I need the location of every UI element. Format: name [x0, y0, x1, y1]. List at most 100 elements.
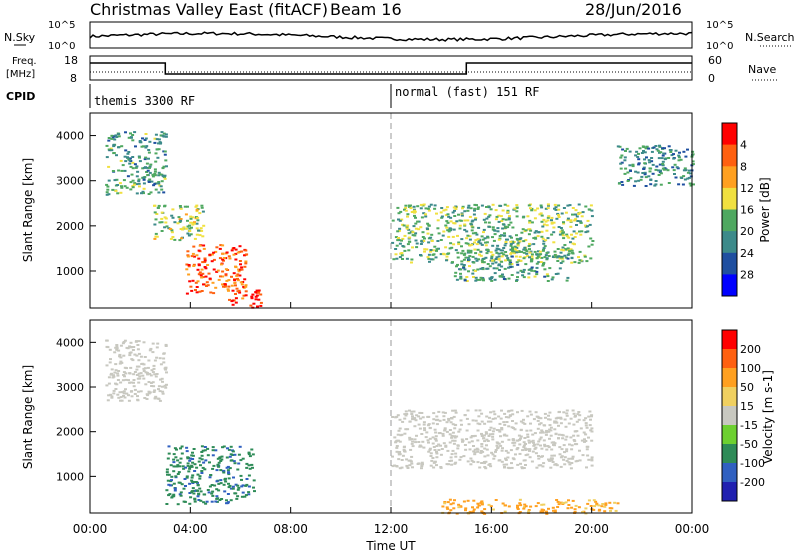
echo-cell	[557, 503, 561, 506]
echo-cell	[450, 417, 453, 419]
echo-cell	[466, 499, 470, 502]
echo-cell	[426, 232, 430, 235]
colorbar-tick: 50	[740, 381, 754, 394]
echo-cell	[196, 489, 199, 492]
echo-cell	[110, 134, 114, 137]
echo-cell	[129, 381, 133, 384]
echo-cell	[573, 430, 577, 433]
echo-cell	[469, 463, 473, 466]
echo-cell	[205, 500, 209, 503]
echo-cell	[136, 170, 140, 173]
echo-cell	[413, 425, 417, 428]
echo-cell	[122, 374, 126, 376]
echo-cell	[173, 487, 177, 490]
echo-cell	[135, 365, 139, 368]
echo-cell	[117, 146, 120, 149]
echo-cell	[563, 451, 566, 454]
echo-cell	[238, 445, 242, 448]
echo-cell	[410, 438, 414, 441]
echo-cell	[414, 441, 418, 444]
echo-cell	[128, 381, 132, 384]
echo-cell	[537, 416, 541, 419]
echo-cell	[434, 431, 438, 434]
echo-cell	[158, 399, 162, 402]
echo-cell	[478, 423, 482, 426]
echo-cell	[114, 189, 118, 192]
echo-cell	[108, 348, 112, 351]
echo-cell	[558, 233, 562, 236]
echo-cell	[682, 169, 686, 172]
echo-cell	[567, 457, 571, 460]
echo-cell	[121, 342, 125, 345]
echo-cell	[523, 503, 527, 506]
echo-cell	[584, 205, 588, 208]
echo-cell	[126, 156, 129, 159]
echo-cell	[414, 232, 418, 235]
colorbar-frame	[721, 122, 738, 297]
echo-cell	[543, 245, 547, 248]
echo-cell	[120, 145, 124, 148]
echo-cell	[236, 251, 240, 254]
echo-cell	[439, 253, 443, 256]
echo-cell	[428, 260, 431, 263]
echo-cell	[470, 223, 474, 226]
echo-cell	[530, 259, 534, 262]
echo-cell	[485, 448, 489, 451]
echo-cell	[498, 269, 501, 271]
echo-cell	[146, 169, 150, 172]
echo-cell	[532, 418, 536, 421]
echo-cell	[398, 427, 402, 430]
echo-cell	[483, 447, 487, 450]
echo-cell	[105, 191, 109, 194]
echo-cell	[482, 231, 485, 234]
echo-cell	[666, 169, 670, 172]
echo-cell	[117, 396, 121, 399]
echo-cell	[515, 261, 519, 264]
echo-cell	[552, 441, 555, 444]
echo-cell	[541, 249, 545, 252]
echo-cell	[405, 465, 409, 468]
echo-cell	[426, 256, 430, 259]
echo-cell	[556, 272, 560, 275]
echo-cell	[397, 429, 401, 432]
echo-cell	[432, 466, 436, 469]
echo-cell	[583, 254, 587, 257]
echo-cell	[227, 473, 231, 476]
echo-cell	[191, 279, 195, 282]
echo-cell	[567, 461, 571, 464]
echo-cell	[427, 257, 431, 260]
echo-cell	[575, 215, 579, 218]
echo-cell	[561, 437, 565, 440]
echo-cell	[222, 259, 225, 262]
echo-cell	[631, 165, 635, 168]
echo-cell	[233, 282, 237, 285]
echo-cell	[203, 449, 207, 452]
echo-cell	[404, 414, 408, 417]
echo-cell	[556, 212, 560, 215]
echo-cell	[234, 265, 237, 268]
echo-cell	[528, 248, 531, 251]
echo-cell	[491, 433, 495, 436]
echo-cell	[179, 447, 182, 450]
echo-cell	[147, 181, 151, 183]
echo-cell	[151, 173, 155, 176]
echo-cell	[576, 459, 579, 462]
echo-cell	[550, 222, 554, 225]
echo-cell	[200, 206, 204, 209]
colorbar-swatch	[722, 330, 737, 350]
echo-cell	[536, 443, 540, 446]
echo-cell	[571, 499, 575, 502]
echo-cell	[560, 448, 564, 451]
echo-cell	[674, 176, 678, 179]
echo-cell	[551, 256, 555, 258]
xtick-label: 12:00	[374, 522, 409, 536]
echo-cell	[474, 257, 478, 260]
echo-cell	[395, 257, 399, 260]
echo-cell	[114, 369, 118, 372]
echo-cell	[396, 414, 400, 417]
echo-cell	[198, 457, 202, 460]
echo-cell	[165, 489, 169, 492]
echo-cell	[448, 460, 452, 462]
echo-cell	[436, 240, 440, 242]
echo-cell	[123, 396, 127, 399]
